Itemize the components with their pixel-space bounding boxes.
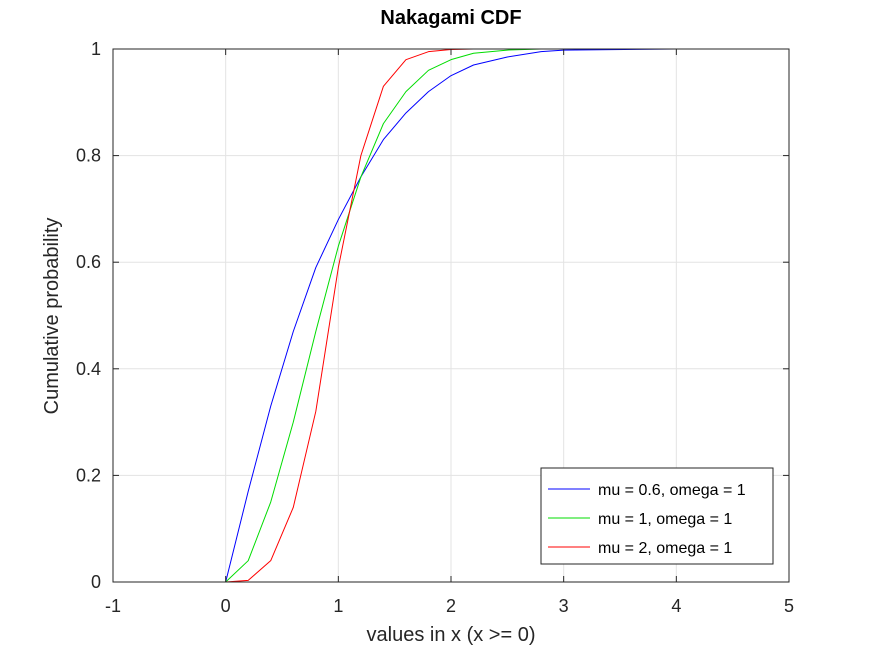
x-tick-label: -1 (105, 596, 121, 616)
tick-labels: -1 0 1 2 3 4 500.20.40.60.81 (76, 39, 794, 616)
x-axis-label: values in x (x >= 0) (367, 624, 536, 646)
legend: mu = 0.6, omega = 1 mu = 1, omega = 1 mu =… (540, 467, 774, 565)
series-line-1 (113, 48, 789, 583)
y-tick-label: 0 (91, 572, 101, 592)
legend-label-2: mu = 1, omega = 1 (598, 511, 732, 528)
x-tick-label: 5 (784, 596, 794, 616)
x-tick-label: 0 (221, 596, 231, 616)
y-axis-label: Cumulative probability (41, 218, 63, 415)
ticks (112, 48, 790, 583)
x-tick-label: 4 (671, 596, 681, 616)
chart-title: Nakagami CDF (380, 7, 521, 29)
legend-box (540, 467, 774, 565)
x-tick-label: 1 (333, 596, 343, 616)
y-tick-label: 0.4 (76, 359, 101, 379)
y-tick-label: 0.6 (76, 252, 101, 272)
y-tick-label: 0.2 (76, 465, 101, 485)
legend-label-1: mu = 0.6, omega = 1 (598, 482, 746, 499)
y-tick-label: 0.8 (76, 146, 101, 166)
x-tick-label: 2 (446, 596, 456, 616)
legend-label-3: mu = 2, omega = 1 (598, 540, 732, 557)
y-tick-label: 1 (91, 39, 101, 59)
x-tick-label: 3 (559, 596, 569, 616)
